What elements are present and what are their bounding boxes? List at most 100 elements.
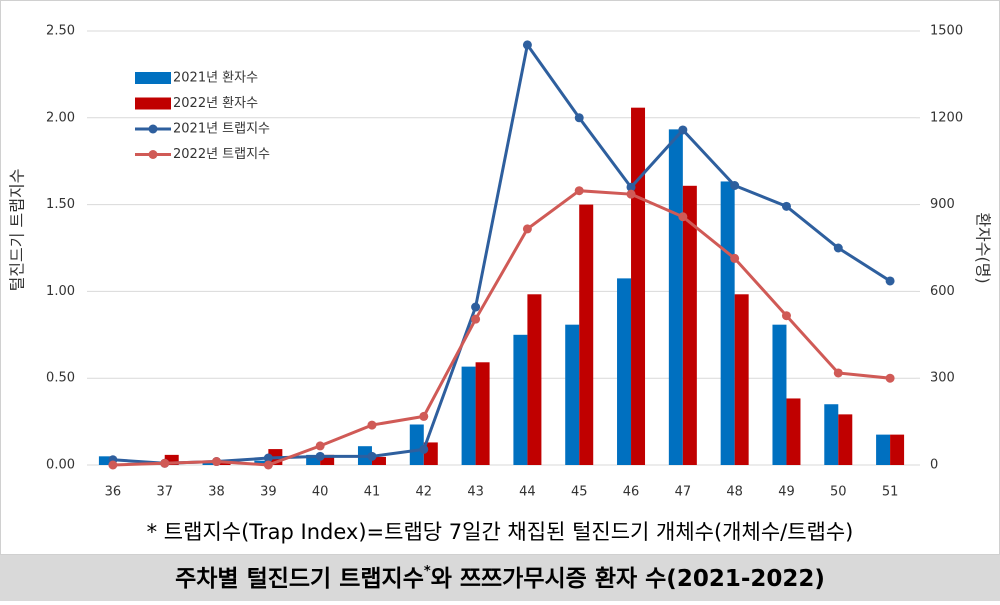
line-point [730,253,740,263]
line-point [212,457,222,467]
x-tick-label: 40 [312,485,329,500]
x-tick-label: 46 [623,485,640,500]
line-point [885,276,895,286]
line-point [522,40,532,50]
bar [409,424,424,465]
bar [527,294,542,465]
line-point [678,212,688,222]
bar [565,324,580,465]
bar [306,454,321,465]
y2-tick-label: 1200 [930,110,963,125]
bar [631,107,646,465]
bar [876,434,891,465]
x-tick-label: 38 [208,485,225,500]
bar [164,454,179,465]
y2-axis-label: 환자수(명) [974,212,993,283]
title-band [0,555,1000,601]
line-point [574,186,584,196]
y2-tick-label: 0 [930,458,938,473]
line-point [781,311,791,321]
line-point [885,373,895,383]
line-point [160,458,170,468]
line [112,189,891,467]
legend-swatch [148,124,158,134]
line-point [367,420,377,430]
x-tick-label: 47 [675,485,692,500]
line-point [419,411,429,421]
y-tick-label: 2.50 [46,24,75,39]
bar [461,366,476,465]
bar [475,362,490,465]
y2-tick-label: 1500 [930,24,963,39]
bar [772,324,787,465]
x-tick-label: 41 [364,485,381,500]
bar [682,185,697,465]
line-point [263,460,273,470]
y-tick-label: 1.00 [46,284,75,299]
title-part: 와 쯔쯔가무시증 환자 수(2021-2022) [431,566,825,592]
bar [720,181,735,465]
line-point [471,302,481,312]
line-point [471,314,481,324]
x-tick-label: 42 [416,485,433,500]
x-tick-label: 48 [726,485,743,500]
legend-label: 2022년 환자수 [173,96,258,111]
legend-label: 2022년 트랩지수 [173,147,270,162]
title-part: 주차별 털진드기 트랩지수 [175,566,424,592]
bar [371,456,386,465]
x-tick-label: 50 [830,485,847,500]
x-tick-label: 43 [467,485,484,500]
y-tick-label: 2.00 [46,110,75,125]
bar [838,414,853,465]
x-tick-label: 39 [260,485,277,500]
x-tick-label: 37 [156,485,173,500]
bar [734,294,749,465]
bar [202,462,217,465]
bar [98,456,113,465]
line-point [626,182,636,192]
chart-title: 주차별 털진드기 트랩지수*와 쯔쯔가무시증 환자 수(2021-2022) [175,564,825,592]
line-point [419,444,429,454]
bar [617,278,632,465]
bar [513,334,528,465]
legend-label: 2021년 환자수 [173,71,258,86]
line-point [315,441,325,451]
footnote: * 트랩지수(Trap Index)=트랩당 7일간 채집된 털진드기 개체수(… [147,520,854,544]
legend-swatch [135,97,171,110]
line-point [833,368,843,378]
legend-swatch [148,150,158,159]
bar [668,129,683,465]
bar [254,460,269,465]
bar [579,204,594,465]
line-point [730,181,740,191]
line-point [522,224,532,234]
y-tick-label: 0.00 [46,458,75,473]
y-tick-label: 0.50 [46,371,75,386]
y-axis-label: 털진드기 트랩지수 [8,169,27,292]
y2-tick-label: 300 [930,371,955,386]
x-tick-label: 36 [105,485,122,500]
line-point [108,460,118,470]
x-tick-label: 45 [571,485,588,500]
legend-swatch [135,72,171,84]
x-tick-label: 44 [519,485,536,500]
y2-tick-label: 900 [930,197,955,212]
line-point [367,451,377,461]
line-point [833,243,843,253]
x-tick-label: 51 [882,485,899,500]
line-point [263,453,273,463]
y2-tick-label: 600 [930,284,955,299]
bar [320,454,335,465]
legend-label: 2021년 트랩지수 [173,122,270,137]
line-point [781,201,791,211]
bar [824,404,839,465]
line-point [574,113,584,123]
bar [786,398,801,465]
bar [890,434,905,465]
line-point [678,125,688,135]
line-point [315,451,325,461]
line [112,41,891,465]
y-tick-label: 1.50 [46,197,75,212]
line-point [626,189,636,199]
